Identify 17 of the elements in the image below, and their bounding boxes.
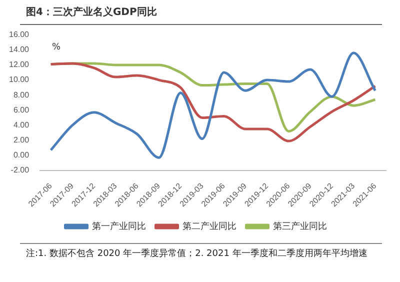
y-tick-label: 16.00 xyxy=(8,30,30,40)
y-tick-label: 14.00 xyxy=(8,45,30,54)
y-tick-label: 6.00 xyxy=(13,105,30,114)
y-tick-label: 4.00 xyxy=(13,120,30,130)
text: 注:1. 数据不包含 2020 年一季度异常值；2. 2021 年一季度和二季度用两年平均增速 xyxy=(26,248,368,261)
y-axis-title: % xyxy=(52,42,62,53)
legend-label: 第三产业同比 xyxy=(272,220,327,231)
y-tick-label: -2.00 xyxy=(10,166,30,175)
legend-label: 第二产业同比 xyxy=(182,220,236,231)
line-series xyxy=(50,52,376,159)
y-tick-label: 10.00 xyxy=(8,75,30,84)
y-tick-label: 0.00 xyxy=(13,150,30,160)
legend-label: 第一产业同比 xyxy=(92,220,146,231)
y-tick-label: 8.00 xyxy=(13,90,30,100)
y-tick-label: 12.00 xyxy=(8,60,30,70)
y-tick-label: 2.00 xyxy=(13,136,30,145)
chart-title: 图4：三次产业名义GDP同比 xyxy=(26,5,157,19)
